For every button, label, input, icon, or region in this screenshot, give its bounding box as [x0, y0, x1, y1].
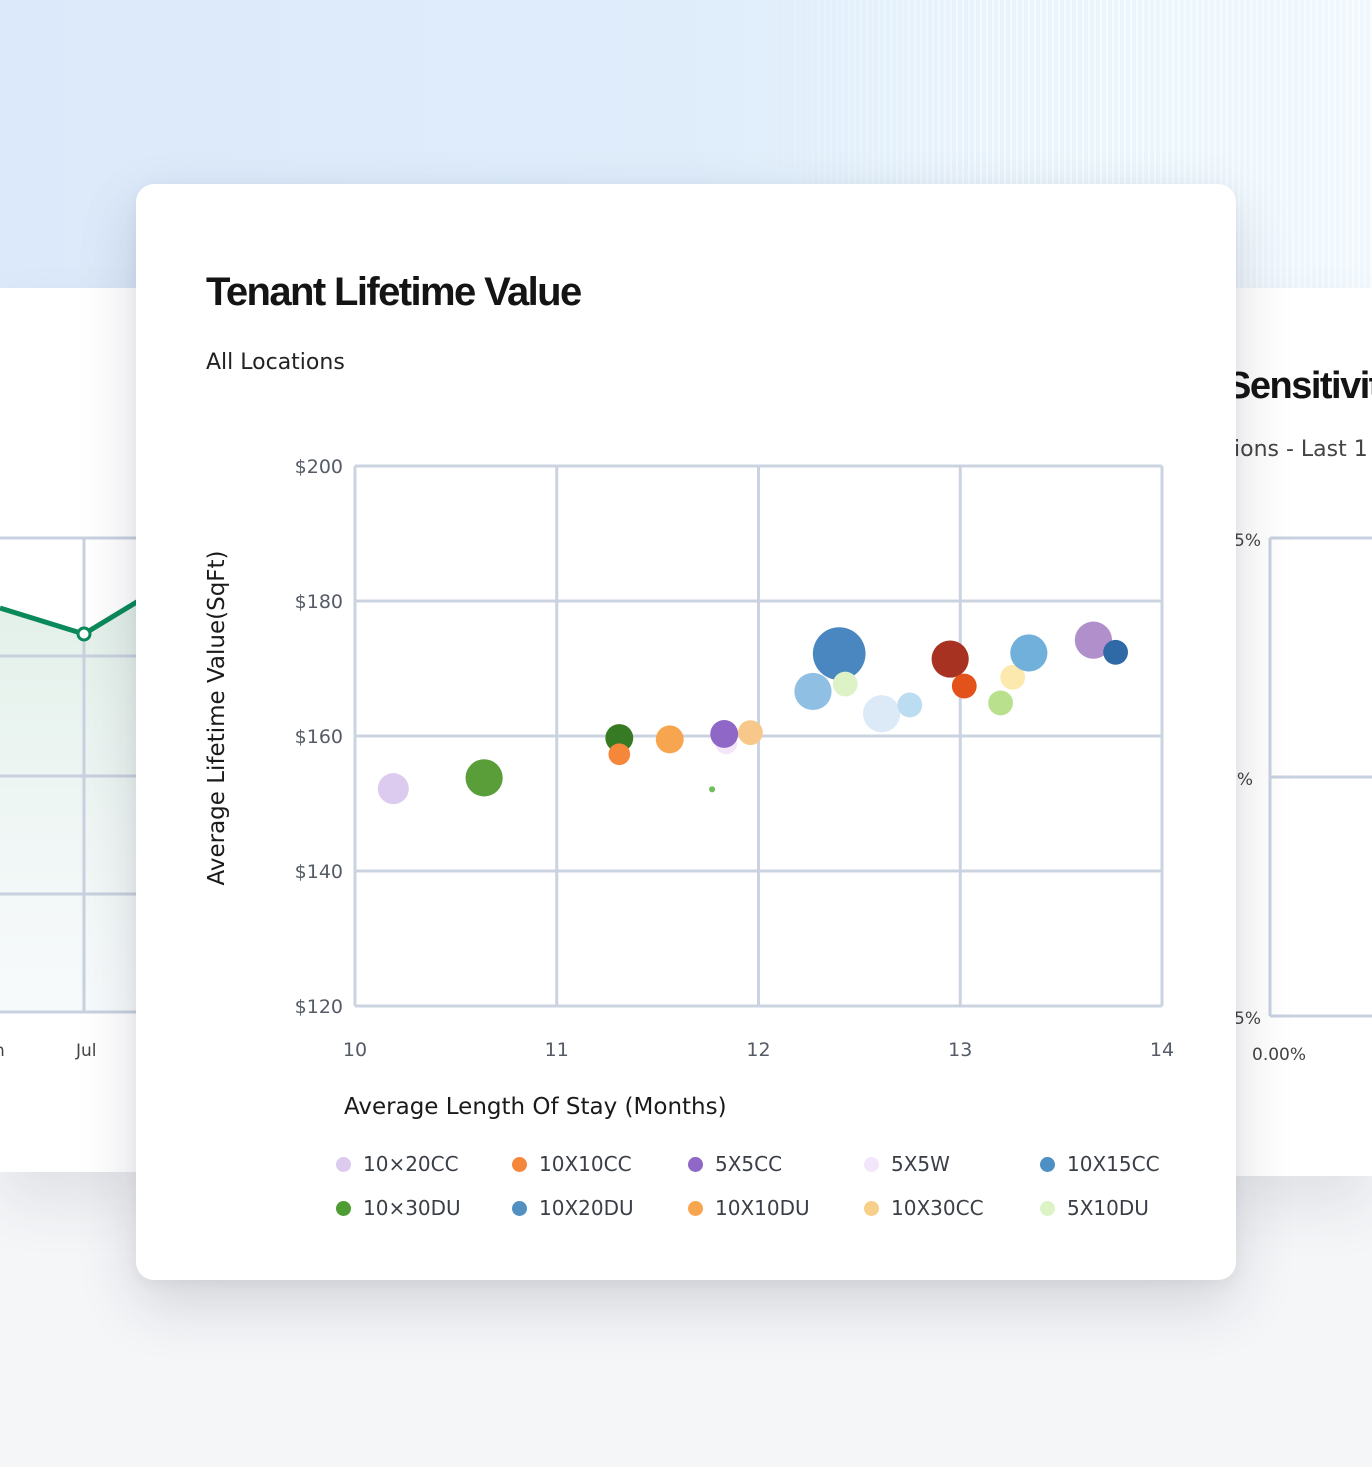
- legend-item[interactable]: 10X10CC: [512, 1152, 688, 1176]
- bubble-point[interactable]: [377, 773, 409, 805]
- line-chart-point: [76, 626, 92, 642]
- chart-points: [377, 621, 1128, 805]
- x-tick-label: 12: [746, 1039, 770, 1061]
- bubble-point[interactable]: [738, 720, 763, 746]
- legend-swatch: [1040, 1200, 1055, 1216]
- sensitivity-title: Sensitivit: [1226, 365, 1372, 407]
- bubble-point[interactable]: [897, 692, 923, 718]
- bubble-point[interactable]: [1074, 621, 1113, 659]
- line-chart-grid: [0, 536, 150, 1014]
- line-chart-area: [0, 594, 150, 1012]
- legend-label: 5X5CC: [715, 1152, 783, 1176]
- legend-item[interactable]: 10X10DU: [688, 1196, 864, 1220]
- legend-label: 10×20CC: [363, 1152, 459, 1176]
- sensitivity-subtitle: ions - Last 1: [1234, 437, 1368, 462]
- chart-ticks: 10 11 12 13 14 $120 $140 $160 $180 $200: [295, 456, 1174, 1061]
- line-chart-left: n Jul: [0, 536, 150, 1061]
- left-x-label-1: Jul: [75, 1041, 97, 1061]
- x-tick-label: 13: [948, 1039, 972, 1061]
- bubble-point[interactable]: [1103, 639, 1128, 665]
- legend-item[interactable]: 10X15CC: [1040, 1152, 1216, 1176]
- y-axis-title: Average Lifetime Value(SqFt): [204, 550, 230, 885]
- legend-label: 10X15CC: [1067, 1152, 1160, 1176]
- y-tick-label: $200: [295, 456, 343, 478]
- legend-swatch: [864, 1156, 879, 1172]
- card-subtitle: All Locations: [206, 350, 345, 375]
- chart-legend: 10×20CC 10X10CC 5X5CC 5X5W 10X15CC 10×30DU 10X…: [336, 1152, 1216, 1220]
- bubble-point[interactable]: [794, 672, 832, 711]
- legend-swatch: [336, 1156, 351, 1172]
- legend-label: 10X10DU: [715, 1196, 810, 1220]
- bubble-point[interactable]: [1000, 664, 1026, 690]
- legend-item[interactable]: 10×20CC: [336, 1152, 512, 1176]
- legend-item[interactable]: 10×30DU: [336, 1196, 512, 1220]
- legend-label: 5X10DU: [1067, 1196, 1149, 1220]
- sensitivity-chart: Sensitivit ions - Last 1 5% 0% 5% 0.00%: [1226, 365, 1372, 1065]
- legend-swatch: [864, 1200, 879, 1216]
- sensitivity-x-label: 0.00%: [1252, 1045, 1306, 1065]
- legend-item[interactable]: 10X30CC: [864, 1196, 1040, 1220]
- legend-swatch: [1040, 1156, 1055, 1172]
- legend-label: 10X30CC: [891, 1196, 984, 1220]
- bubble-point[interactable]: [605, 724, 634, 752]
- legend-label: 5X5W: [891, 1152, 950, 1176]
- bubble-point[interactable]: [608, 743, 631, 766]
- legend-label: 10X20DU: [539, 1196, 634, 1220]
- line-chart-card-left: n Jul: [0, 288, 150, 1172]
- x-tick-label: 11: [545, 1039, 569, 1061]
- x-tick-label: 10: [343, 1039, 367, 1061]
- y-tick-label: $160: [295, 726, 343, 748]
- x-tick-label: 14: [1150, 1039, 1174, 1061]
- bubble-point[interactable]: [1010, 634, 1048, 672]
- sensitivity-grid: [1268, 536, 1372, 1018]
- legend-swatch: [688, 1156, 703, 1172]
- bubble-point[interactable]: [988, 690, 1013, 716]
- left-x-label-0: n: [0, 1041, 5, 1061]
- tenant-lifetime-value-card: Tenant Lifetime Value All Locations 10 11…: [136, 184, 1236, 1280]
- sensitivity-card-right: Sensitivit ions - Last 1 5% 0% 5% 0.00%: [1220, 288, 1372, 1176]
- legend-item[interactable]: 5X5CC: [688, 1152, 864, 1176]
- bubble-point[interactable]: [465, 759, 503, 797]
- legend-label: 10X10CC: [539, 1152, 632, 1176]
- bubble-point[interactable]: [862, 695, 901, 733]
- bubble-point[interactable]: [710, 720, 739, 748]
- y-tick-label: $120: [295, 996, 343, 1018]
- legend-item[interactable]: 5X10DU: [1040, 1196, 1216, 1220]
- legend-swatch: [512, 1200, 527, 1216]
- sensitivity-y-label-0: 5%: [1234, 531, 1261, 551]
- bubble-chart: 10 11 12 13 14 $120 $140 $160 $180 $200 Average L…: [204, 456, 1174, 1120]
- legend-swatch: [512, 1156, 527, 1172]
- legend-item[interactable]: 10X20DU: [512, 1196, 688, 1220]
- x-axis-title: Average Length Of Stay (Months): [344, 1094, 727, 1120]
- bubble-point[interactable]: [708, 786, 716, 793]
- bubble-point[interactable]: [655, 725, 684, 754]
- legend-swatch: [336, 1200, 351, 1216]
- legend-label: 10×30DU: [363, 1196, 461, 1220]
- legend-swatch: [688, 1200, 703, 1216]
- bubble-point[interactable]: [812, 627, 866, 680]
- legend-item[interactable]: 5X5W: [864, 1152, 1040, 1176]
- card-title: Tenant Lifetime Value: [206, 270, 582, 314]
- y-tick-label: $180: [295, 591, 343, 613]
- bubble-point[interactable]: [951, 673, 977, 699]
- sensitivity-y-label-2: 5%: [1234, 1009, 1261, 1029]
- bubble-point[interactable]: [832, 671, 858, 697]
- y-tick-label: $140: [295, 861, 343, 883]
- bubble-point[interactable]: [931, 640, 969, 678]
